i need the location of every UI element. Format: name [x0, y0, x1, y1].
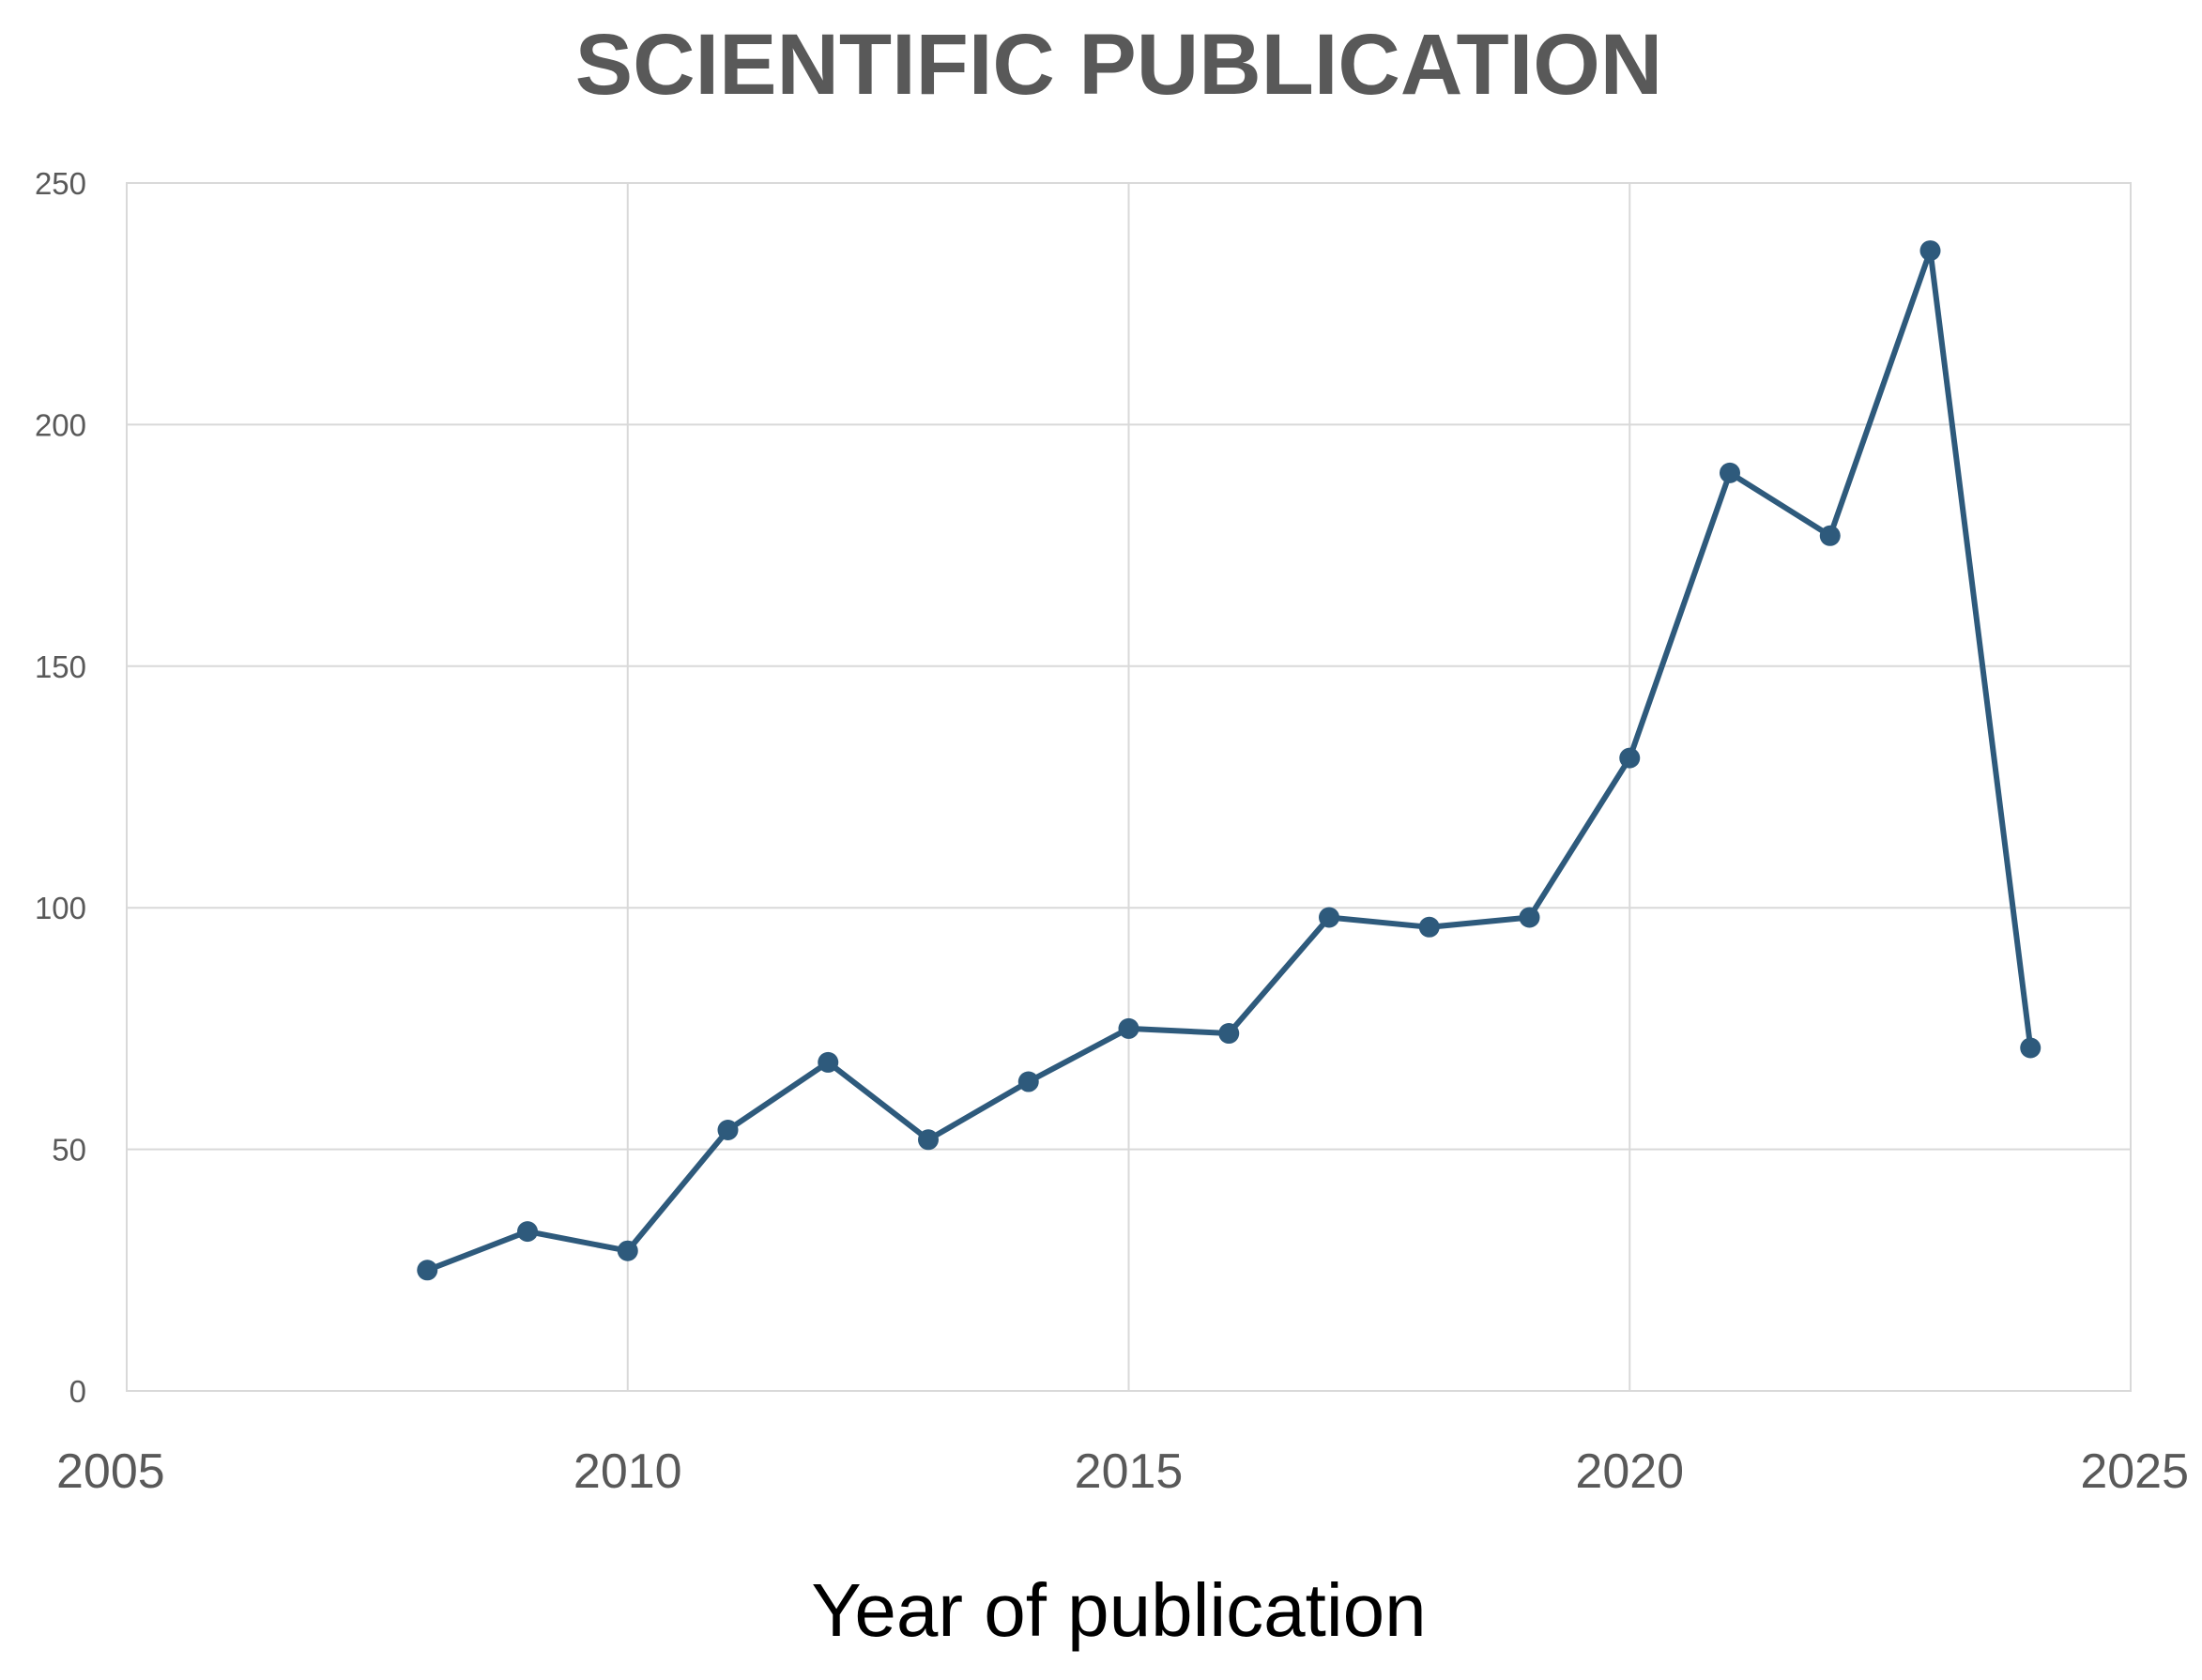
series-line — [424, 248, 2034, 1274]
y-tick-label: 250 — [35, 166, 86, 201]
y-tick-label: 50 — [52, 1133, 86, 1168]
y-tick-label: 150 — [35, 649, 86, 684]
data-point — [1118, 1017, 1139, 1039]
x-axis: 2005 2010 2015 2020 2025 — [56, 1444, 2189, 1499]
data-point — [1819, 525, 1841, 546]
x-tick-label: 2005 — [56, 1444, 165, 1499]
y-tick-label: 200 — [35, 407, 86, 442]
x-tick-label: 2025 — [2080, 1444, 2189, 1499]
data-point — [417, 1260, 438, 1281]
data-point — [1919, 240, 1941, 262]
data-point — [1720, 462, 1740, 483]
data-point — [1418, 916, 1440, 938]
x-tick-label: 2010 — [573, 1444, 682, 1499]
chart-title: SCIENTIFIC PUBLICATION — [575, 17, 1663, 113]
grid-layer — [127, 183, 2131, 1391]
y-tick-label: 100 — [35, 891, 86, 925]
data-point — [1218, 1023, 1240, 1045]
plot-area — [126, 182, 2132, 1392]
series-layer — [417, 240, 2041, 1281]
data-point — [1319, 907, 1339, 928]
data-point — [1519, 907, 1540, 928]
y-axis: 0 50 100 150 200 250 — [35, 166, 86, 1409]
data-point — [517, 1221, 538, 1243]
data-point — [2020, 1037, 2041, 1059]
data-point — [717, 1120, 739, 1141]
y-tick-label: 0 — [69, 1374, 86, 1409]
x-tick-label: 2020 — [1575, 1444, 1684, 1499]
data-point — [918, 1129, 939, 1151]
data-point — [617, 1240, 638, 1261]
x-axis-title: Year of publication — [811, 1568, 1426, 1652]
data-point — [818, 1051, 839, 1073]
x-tick-label: 2015 — [1075, 1444, 1184, 1499]
data-point — [1017, 1071, 1039, 1092]
data-point — [1619, 747, 1641, 769]
